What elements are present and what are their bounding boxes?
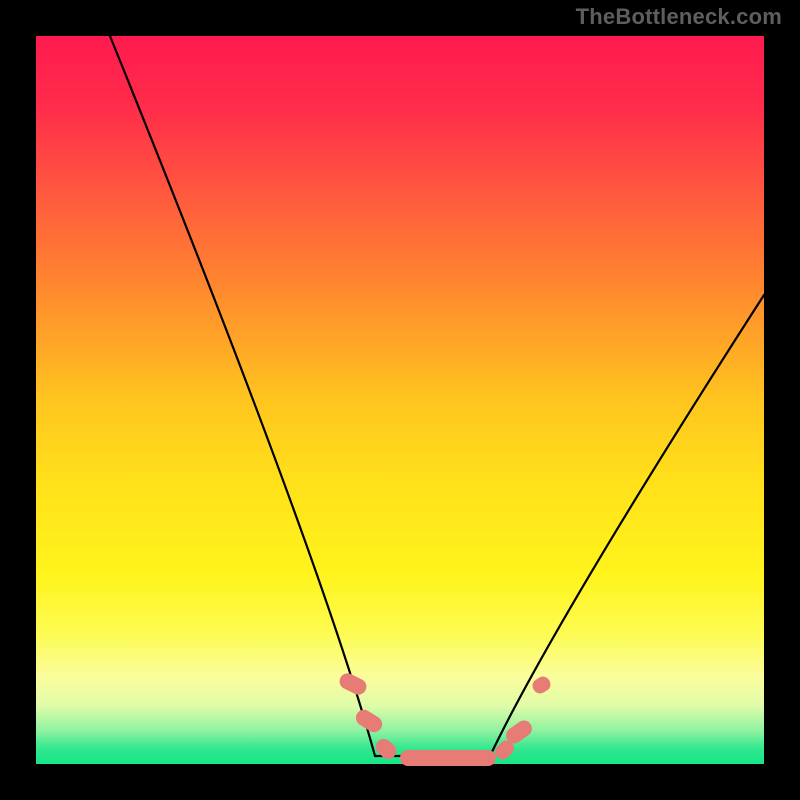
curve-marker <box>400 750 496 766</box>
chart-frame: TheBottleneck.com <box>0 0 800 800</box>
plot-background <box>36 36 764 764</box>
watermark-text: TheBottleneck.com <box>576 4 782 30</box>
bottleneck-curve-chart <box>0 0 800 800</box>
